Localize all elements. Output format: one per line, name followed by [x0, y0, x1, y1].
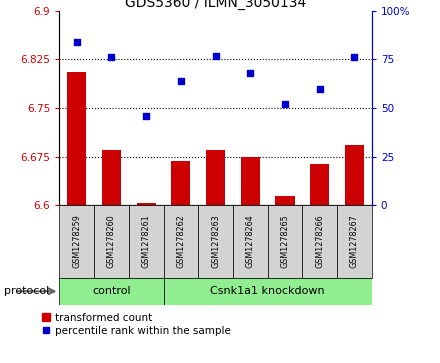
Bar	[164, 205, 198, 278]
Text: Csnk1a1 knockdown: Csnk1a1 knockdown	[210, 286, 325, 296]
Bar	[302, 205, 337, 278]
Point	[73, 39, 80, 45]
Bar	[268, 205, 302, 278]
Bar	[137, 203, 156, 205]
Bar	[206, 150, 225, 205]
Point	[143, 113, 150, 119]
Text: GSM1278264: GSM1278264	[246, 215, 255, 268]
Bar	[102, 150, 121, 205]
Text: GSM1278266: GSM1278266	[315, 215, 324, 268]
Bar	[337, 205, 372, 278]
Point	[282, 101, 289, 107]
Text: GSM1278267: GSM1278267	[350, 215, 359, 268]
Bar	[241, 156, 260, 205]
Bar	[310, 164, 329, 205]
Bar	[171, 161, 191, 205]
Text: GSM1278259: GSM1278259	[72, 215, 81, 268]
Bar	[67, 72, 86, 205]
Text: GSM1278260: GSM1278260	[107, 215, 116, 268]
Point	[108, 54, 115, 60]
Bar	[198, 205, 233, 278]
Text: GSM1278261: GSM1278261	[142, 215, 150, 268]
Text: GSM1278265: GSM1278265	[281, 215, 290, 268]
Bar	[129, 205, 164, 278]
Bar	[233, 205, 268, 278]
Bar	[164, 278, 372, 305]
Text: control: control	[92, 286, 131, 296]
Point	[177, 78, 184, 84]
Text: GSM1278263: GSM1278263	[211, 215, 220, 268]
Bar	[59, 205, 94, 278]
Bar	[94, 205, 129, 278]
Point	[351, 54, 358, 60]
Point	[316, 86, 323, 91]
Text: GSM1278262: GSM1278262	[176, 215, 185, 268]
Point	[247, 70, 254, 76]
Text: protocol: protocol	[4, 286, 50, 296]
Bar	[345, 145, 364, 205]
Legend: transformed count, percentile rank within the sample: transformed count, percentile rank withi…	[37, 309, 235, 340]
Point	[212, 53, 219, 58]
Bar	[275, 196, 294, 205]
Title: GDS5360 / ILMN_3050134: GDS5360 / ILMN_3050134	[125, 0, 306, 10]
Bar	[59, 278, 164, 305]
